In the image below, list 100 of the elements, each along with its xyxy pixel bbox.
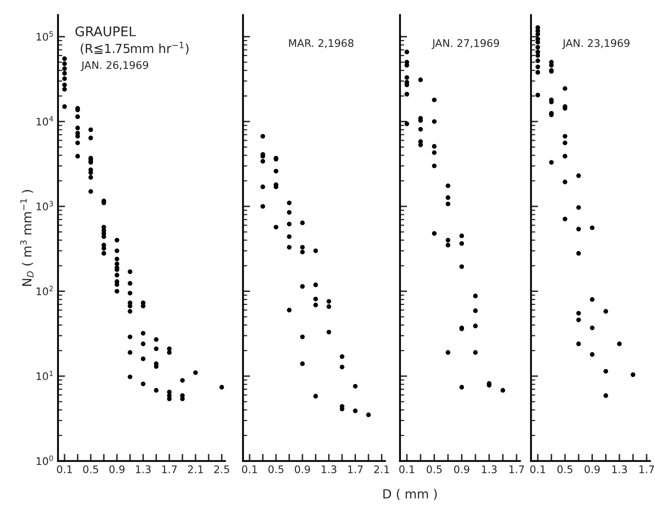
x-tick-label: 1.3 (612, 465, 627, 474)
point (535, 92, 540, 98)
x-tick-label: 0.5 (83, 465, 98, 474)
point (459, 234, 464, 238)
point (576, 226, 581, 232)
point (603, 393, 608, 398)
x-tick-label: 0.9 (294, 465, 310, 474)
annotation: GRAUPEL (75, 26, 136, 36)
point (366, 412, 371, 418)
text: JAN. 27,1969 (432, 39, 500, 49)
y-tick-label: 10$^{1}$ (36, 370, 53, 380)
x-tick-label: 1.3 (482, 465, 497, 474)
point (340, 354, 344, 359)
point (562, 140, 568, 146)
point (617, 342, 622, 346)
point (590, 297, 595, 302)
y-tick-label: 10$^{2}$ (36, 286, 53, 296)
point (446, 242, 450, 248)
point (326, 330, 332, 334)
point (603, 369, 608, 374)
point (459, 264, 464, 269)
x-tick-label: 0.5 (426, 465, 442, 474)
point (286, 200, 292, 206)
point (286, 210, 292, 215)
x-tick-label: 0.9 (109, 465, 124, 474)
x-tick-label: 0.9 (454, 465, 470, 474)
point (459, 241, 464, 246)
point (352, 384, 358, 389)
x-tick-label: 0.5 (557, 465, 572, 474)
x-tick-label: 1.7 (509, 465, 524, 474)
point (300, 334, 305, 340)
point (446, 238, 450, 242)
point (313, 248, 318, 254)
point (313, 282, 318, 288)
point (286, 308, 292, 312)
point (313, 302, 318, 308)
point (286, 222, 292, 226)
point (576, 251, 581, 256)
point (576, 310, 581, 316)
point (500, 388, 506, 393)
x-tick-label: 0.5 (268, 465, 284, 474)
point (473, 324, 478, 328)
point (630, 372, 636, 377)
x-tick-label: 2.5 (214, 465, 230, 474)
point (313, 296, 318, 302)
point (274, 224, 278, 230)
point (590, 225, 595, 230)
x-tick-label: 0.1 (530, 465, 546, 474)
point (535, 64, 540, 70)
x-tick-label: 1.7 (162, 465, 177, 474)
y-tick-label: 10$^{0}$ (36, 455, 54, 466)
x-tick-label: 0.1 (242, 465, 257, 474)
y-tick-label: 10$^{4}$ (36, 116, 54, 126)
y-tick-label: 10$^{5}$ (36, 31, 53, 41)
point (340, 364, 344, 370)
point (576, 173, 581, 178)
point (576, 318, 581, 322)
y-axis-title: N$_{D}$ ( m$^{3}$ mm$^{−1}$ ) (20, 190, 34, 286)
x-tick-label: 1.3 (136, 465, 151, 474)
point (535, 70, 540, 75)
point (576, 205, 581, 210)
x-tick-label: 0.1 (56, 465, 72, 474)
point (418, 142, 423, 148)
point (300, 284, 305, 289)
point (473, 350, 478, 355)
text: MAR. 2,1968 (289, 39, 354, 48)
y-tick-label: 10$^{3}$ (36, 200, 53, 210)
point (432, 150, 437, 155)
point (535, 58, 540, 64)
point (562, 134, 568, 139)
point (300, 361, 305, 366)
annotation: (R≦1.75mm hr$^{−1}$) (80, 42, 188, 55)
point (432, 119, 437, 124)
text: JAN. 26,1969 (80, 61, 148, 71)
point (326, 304, 332, 309)
x-tick-label: 1.7 (639, 465, 654, 474)
point (459, 384, 464, 390)
point (562, 154, 568, 159)
x-tick-label: 0.1 (399, 465, 414, 474)
point (326, 299, 332, 304)
point (446, 350, 450, 355)
point (404, 122, 410, 126)
point (260, 204, 266, 209)
x-tick-label: 2.1 (188, 465, 203, 474)
x-tick-label: 0.9 (584, 465, 600, 474)
point (260, 184, 266, 190)
point (432, 164, 437, 168)
point (418, 78, 423, 82)
point (446, 183, 450, 188)
point (473, 308, 478, 314)
point (590, 352, 595, 357)
point (404, 92, 410, 96)
point (562, 86, 568, 91)
point (404, 75, 410, 80)
point (300, 220, 305, 226)
point (576, 342, 581, 346)
x-tick-label: 2.1 (374, 465, 390, 474)
point (352, 408, 358, 414)
point (286, 234, 292, 239)
point (432, 144, 437, 149)
